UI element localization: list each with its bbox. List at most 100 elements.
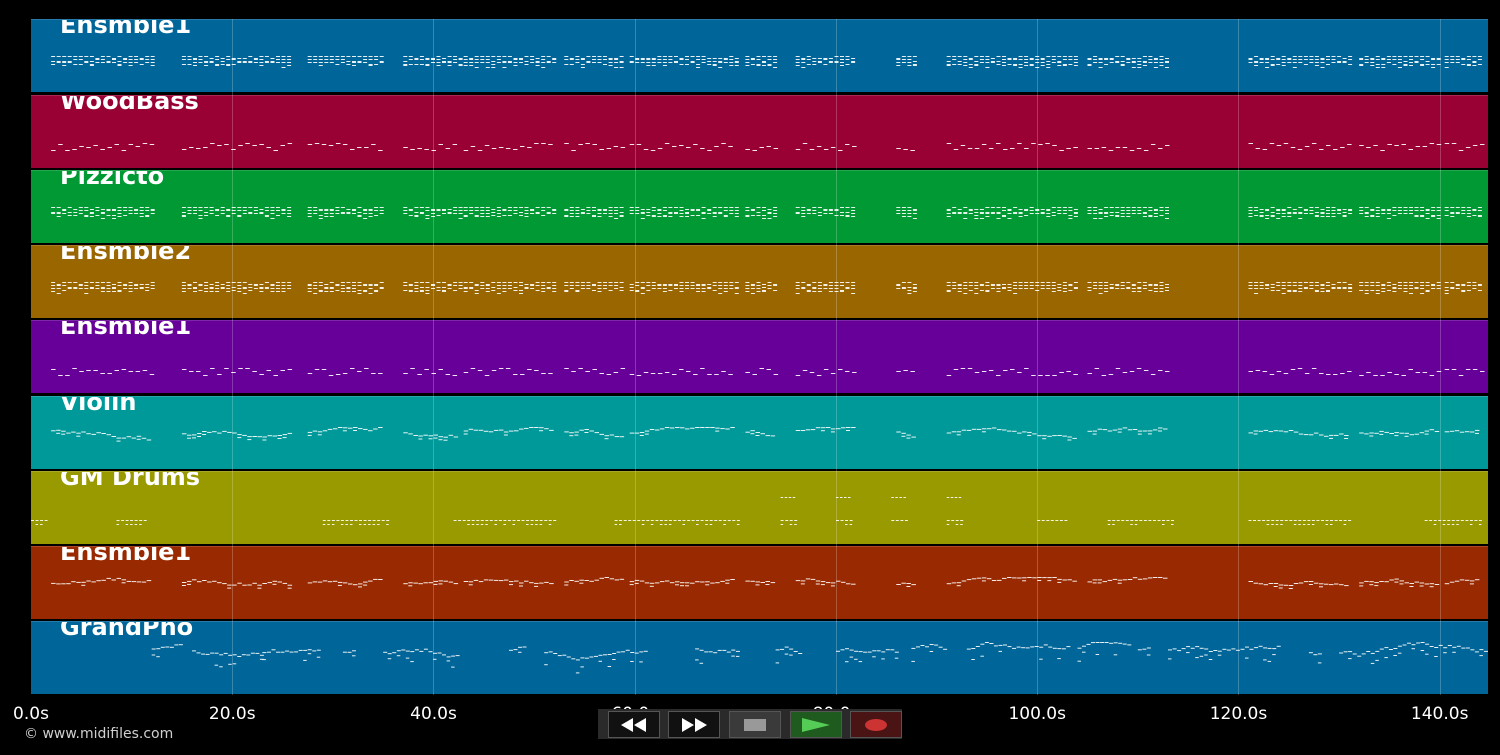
record-button[interactable] xyxy=(850,711,902,738)
midi-note xyxy=(1407,642,1411,644)
midi-note xyxy=(953,369,959,370)
midi-note xyxy=(117,65,122,66)
midi-note xyxy=(519,207,523,208)
midi-note xyxy=(1333,149,1338,150)
midi-note xyxy=(322,524,326,525)
midi-note xyxy=(513,649,518,651)
play-icon xyxy=(802,717,830,732)
midi-note xyxy=(789,520,793,521)
midi-note xyxy=(1331,216,1336,217)
track-lane[interactable]: Ensmble2 xyxy=(31,245,1488,318)
midi-note xyxy=(207,431,212,433)
midi-note xyxy=(1359,213,1364,214)
midi-note xyxy=(442,213,446,214)
midi-note xyxy=(204,62,209,63)
midi-note xyxy=(1107,579,1113,581)
midi-note xyxy=(599,373,604,374)
midi-note xyxy=(718,520,722,521)
midi-note xyxy=(340,59,345,60)
midi-note xyxy=(812,282,817,283)
midi-note xyxy=(1326,64,1330,65)
midi-note xyxy=(139,284,144,285)
midi-note xyxy=(1420,285,1425,286)
midi-note xyxy=(800,580,806,582)
midi-note xyxy=(767,64,772,65)
midi-note xyxy=(990,212,995,213)
play-button[interactable] xyxy=(790,711,842,738)
midi-note xyxy=(911,647,916,649)
midi-note xyxy=(193,287,197,288)
track-lane[interactable]: Ensmble1 xyxy=(31,19,1488,92)
rewind-button[interactable] xyxy=(608,711,660,738)
midi-note xyxy=(635,207,640,208)
midi-note xyxy=(535,61,540,62)
midi-note xyxy=(139,287,144,288)
midi-note xyxy=(513,374,518,375)
midi-note xyxy=(817,212,822,213)
midi-note xyxy=(996,284,1001,285)
track-lane[interactable]: WoodBass xyxy=(31,95,1488,168)
track-lane[interactable]: GrandPno xyxy=(31,621,1488,694)
midi-note xyxy=(1035,210,1040,211)
midi-note xyxy=(662,62,667,63)
midi-note xyxy=(673,520,677,521)
midi-note xyxy=(287,216,292,217)
midi-note xyxy=(346,288,351,289)
midi-note xyxy=(668,56,673,57)
midi-note xyxy=(679,288,684,289)
track-lane[interactable]: Ensmble1 xyxy=(31,546,1488,619)
midi-note xyxy=(1419,585,1424,587)
midi-note xyxy=(270,285,275,286)
midi-note xyxy=(35,524,38,525)
midi-note xyxy=(474,62,479,63)
midi-note xyxy=(1245,657,1249,659)
midi-note xyxy=(347,651,352,653)
midi-note xyxy=(1342,282,1347,283)
midi-note xyxy=(571,371,576,372)
midi-note xyxy=(840,212,844,213)
midi-note xyxy=(1381,67,1386,68)
midi-note xyxy=(530,284,535,285)
midi-note xyxy=(318,215,323,216)
track-lane[interactable]: Ensmble1 xyxy=(31,320,1488,393)
midi-note xyxy=(614,218,619,219)
midi-note xyxy=(552,291,557,292)
track-lane[interactable]: GM Drums xyxy=(31,471,1488,544)
midi-note xyxy=(685,582,690,584)
midi-note xyxy=(1472,210,1477,211)
midi-note xyxy=(1414,62,1419,63)
midi-note xyxy=(812,64,817,65)
midi-note xyxy=(1344,435,1349,436)
midi-note xyxy=(564,209,569,210)
midi-note xyxy=(1068,285,1073,286)
midi-note xyxy=(112,215,116,216)
midi-note xyxy=(1287,58,1292,59)
midi-note xyxy=(548,144,553,145)
midi-note xyxy=(403,282,408,283)
midi-note xyxy=(436,62,441,63)
midi-note xyxy=(562,654,567,656)
midi-note xyxy=(1450,207,1455,208)
midi-note xyxy=(419,56,424,57)
midi-note xyxy=(830,582,836,584)
track-lane[interactable]: Pizzicto xyxy=(31,170,1488,243)
midi-note xyxy=(374,284,379,285)
midi-note xyxy=(73,56,78,57)
midi-note xyxy=(679,58,684,59)
midi-note xyxy=(723,288,728,289)
stop-button[interactable] xyxy=(729,711,781,738)
midi-note xyxy=(136,438,141,440)
midi-note xyxy=(890,649,895,651)
fast-forward-button[interactable] xyxy=(668,711,720,738)
midi-note xyxy=(968,64,973,65)
track-lane[interactable]: Violin xyxy=(31,396,1488,469)
midi-note xyxy=(1254,56,1259,57)
midi-note xyxy=(282,437,287,439)
midi-note xyxy=(1142,285,1147,286)
midi-note xyxy=(1115,285,1120,286)
midi-note xyxy=(1159,285,1164,286)
midi-note xyxy=(503,524,506,525)
midi-note xyxy=(130,524,133,525)
midi-note xyxy=(755,581,760,583)
midi-note xyxy=(1320,67,1325,68)
